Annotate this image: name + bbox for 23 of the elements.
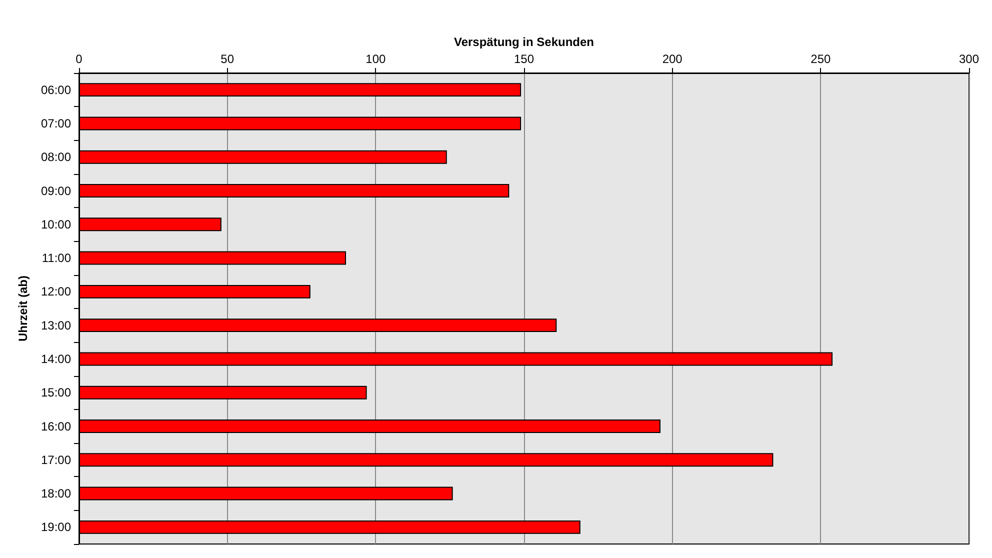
y-tick-label: 10:00 (40, 217, 72, 232)
x-axis-title: Verspätung in Sekunden (454, 35, 594, 50)
y-tick-label: 18:00 (40, 486, 72, 501)
x-tick-label: 200 (662, 52, 683, 66)
y-tick-label: 11:00 (42, 251, 72, 266)
y-tick-label: 09:00 (40, 184, 72, 198)
x-tick-label: 150 (514, 52, 534, 66)
y-tick-label: 08:00 (40, 150, 72, 164)
x-tick-label: 100 (366, 52, 386, 66)
y-tick-label: 07:00 (40, 116, 72, 130)
y-tick-label: 06:00 (40, 82, 72, 97)
y-tick-label: 19:00 (40, 520, 72, 534)
x-tick-label: 0 (76, 52, 83, 66)
y-tick-label: 14:00 (40, 352, 72, 366)
y-tick-label: 13:00 (40, 318, 72, 332)
x-tick-label: 300 (958, 52, 980, 66)
y-tick-label: 16:00 (40, 419, 72, 434)
y-tick-label: 12:00 (40, 284, 72, 299)
y-tick-label: 15:00 (40, 386, 72, 400)
y-tick-label: 17:00 (40, 452, 72, 467)
y-axis-title: Uhrzeit (ab) (16, 275, 30, 342)
x-tick-label: 50 (220, 52, 234, 66)
x-tick-label: 250 (810, 52, 831, 66)
